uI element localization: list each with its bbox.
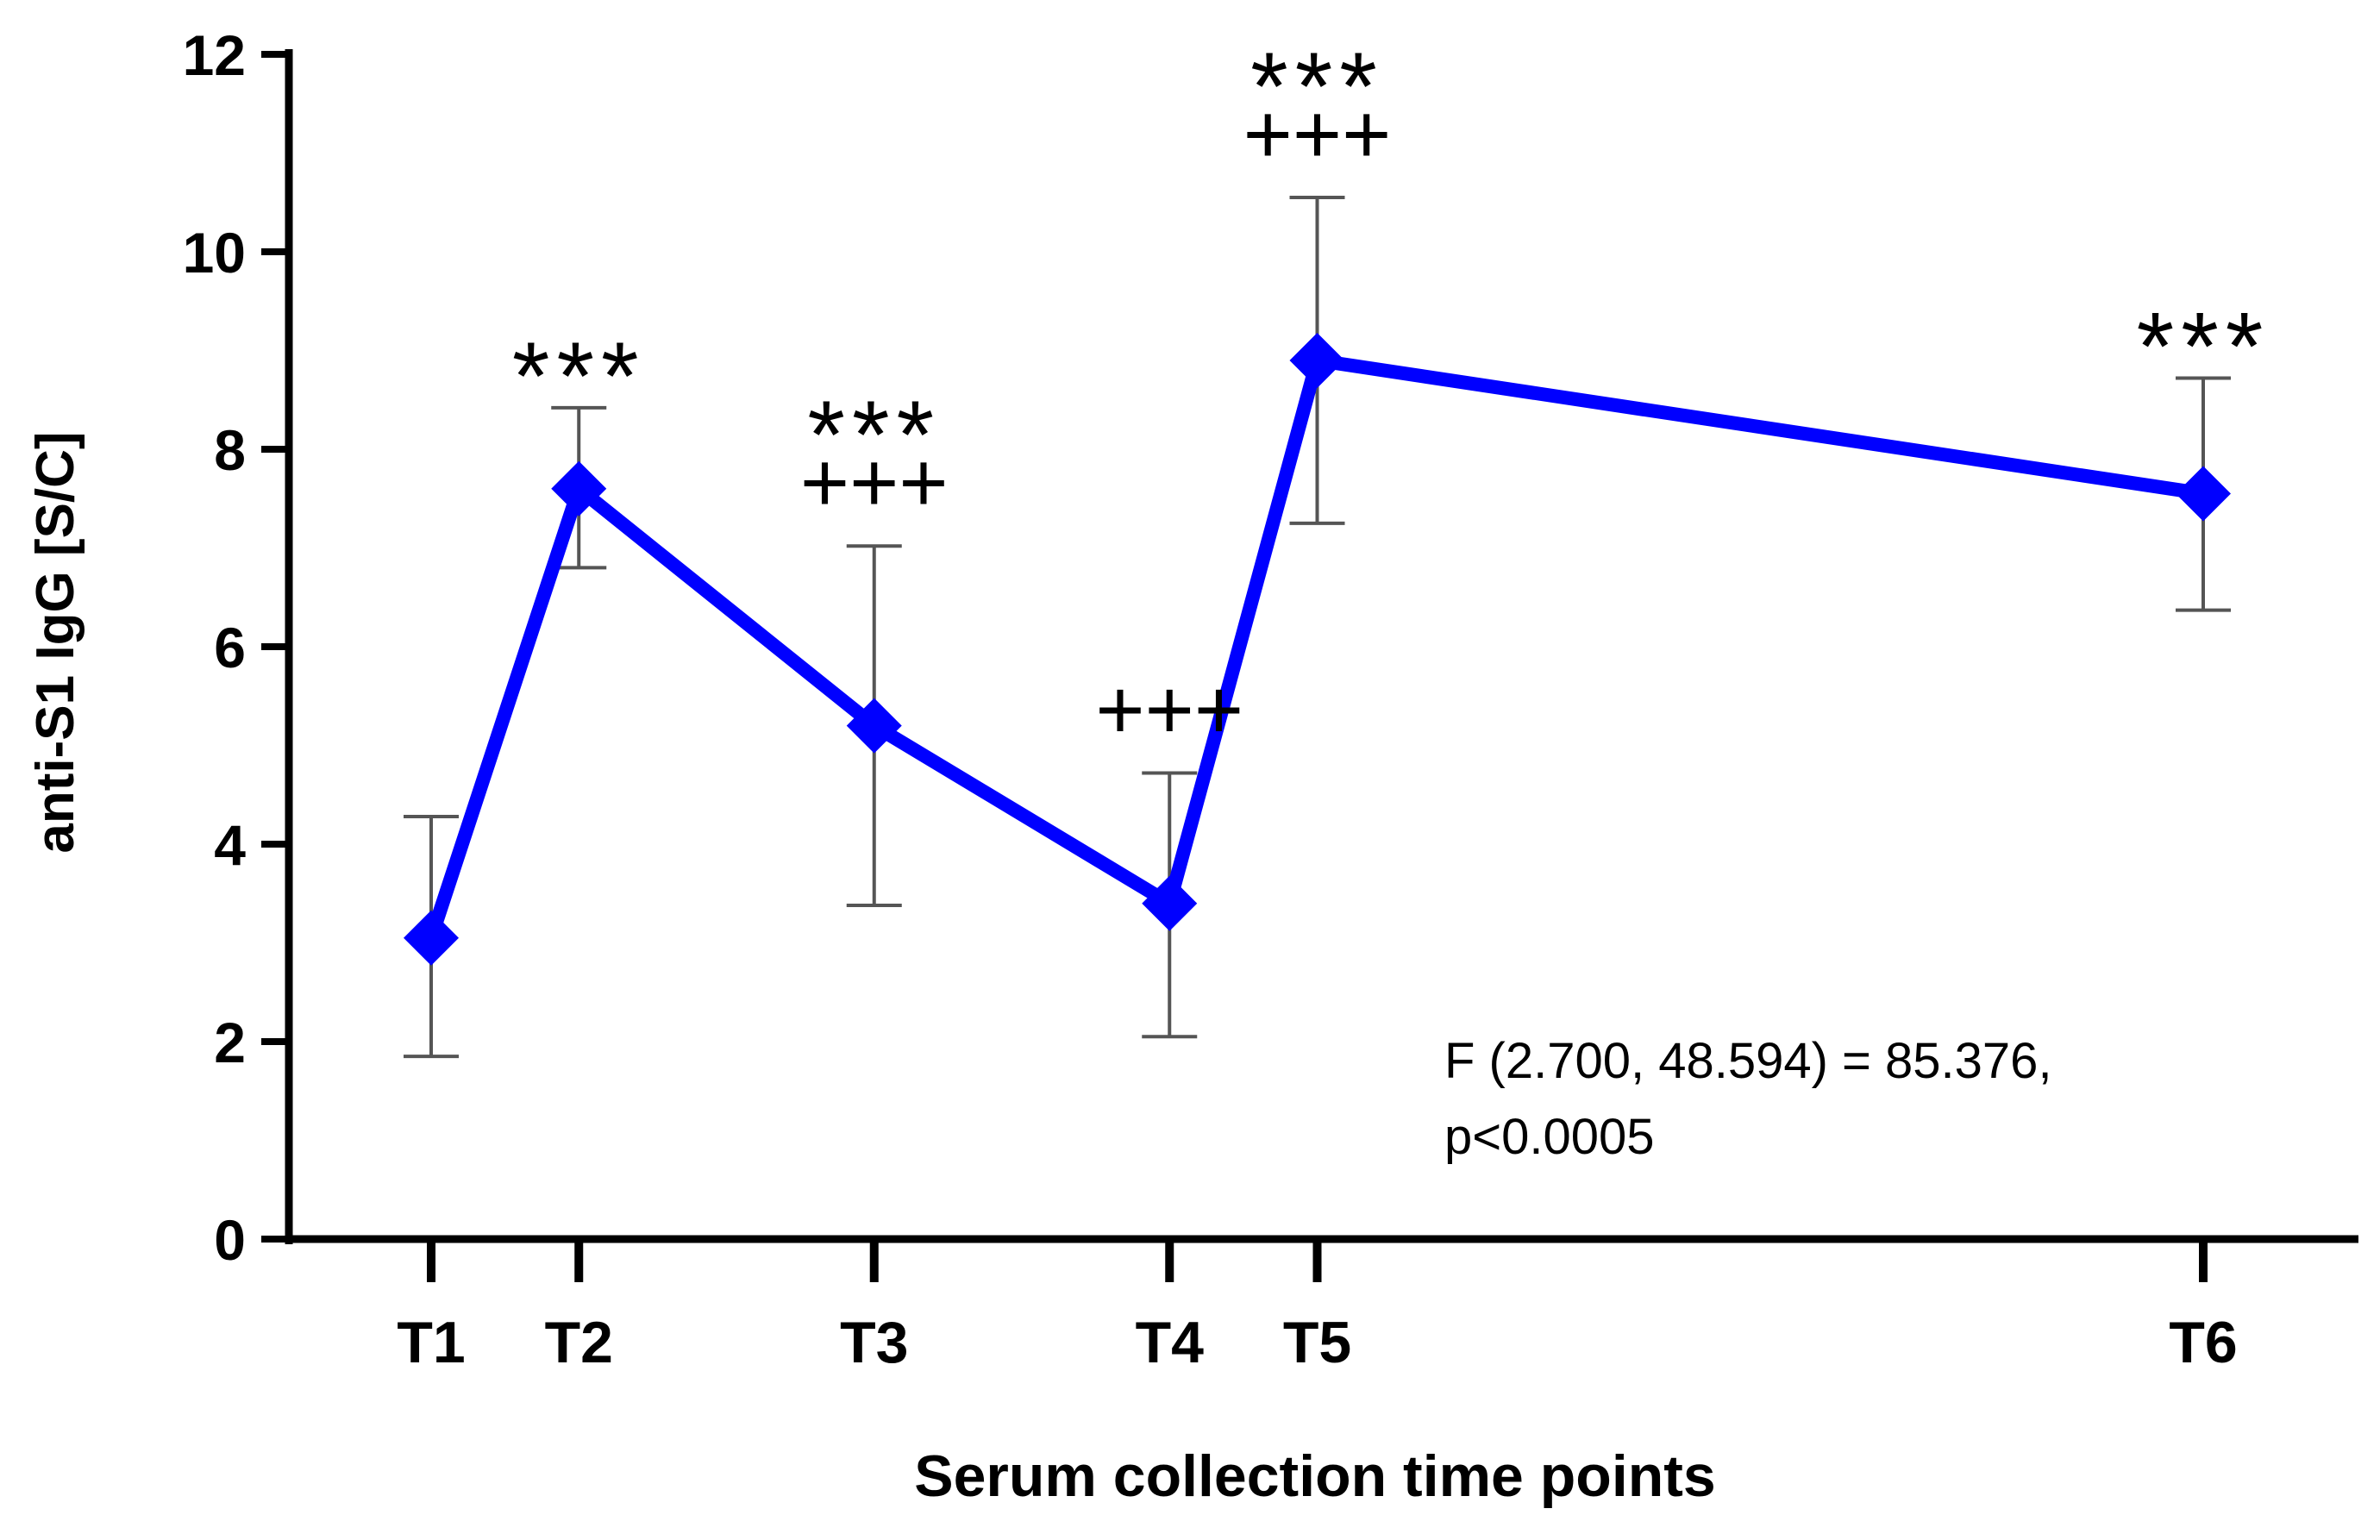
y-axis-title: anti-S1 IgG [S/C] (26, 431, 85, 853)
markers (404, 332, 2231, 966)
x-tick-label-T5: T5 (1283, 1310, 1351, 1375)
y-tick-label-12: 12 (183, 23, 246, 87)
point-T1 (404, 910, 459, 966)
y-tick-label-6: 6 (214, 616, 246, 679)
annotation-T5-1: +++ (1243, 86, 1392, 181)
y-tick-label-10: 10 (183, 221, 246, 285)
point-T4 (1142, 875, 1198, 931)
y-tick-label-2: 2 (214, 1011, 246, 1074)
point-T2 (551, 460, 607, 516)
y-tick-label-8: 8 (214, 418, 246, 482)
x-tick-label-T3: T3 (840, 1310, 908, 1375)
axes: 0 2 4 6 8 10 12 T1 T2 T3 T4 T5 T6 (183, 23, 2358, 1375)
annotation-T4-0: +++ (1095, 662, 1243, 757)
annotation-T2-0: *** (512, 322, 646, 430)
annotation-T6-0: *** (2137, 293, 2270, 401)
point-T3 (846, 698, 902, 754)
series-line (424, 353, 2210, 945)
x-tick-label-T2: T2 (545, 1310, 613, 1375)
y-tick-label-4: 4 (214, 813, 246, 877)
x-tick-label-T4: T4 (1136, 1310, 1205, 1375)
stat-text: F (2.700, 48.594) = 85.376, p<0.0005 (1444, 1033, 2052, 1165)
stat-text-line-1: F (2.700, 48.594) = 85.376, (1444, 1033, 2052, 1089)
x-axis-title: Serum collection time points (914, 1443, 1716, 1509)
error-bars (404, 196, 2231, 1059)
series-line-group (424, 353, 2210, 945)
y-tick-label-0: 0 (214, 1208, 246, 1272)
significance-annotations: ***+++***++++++****** (512, 33, 2270, 757)
annotation-T3-0: *** (807, 381, 941, 489)
stat-text-line-2: p<0.0005 (1444, 1109, 1655, 1165)
annotation-T3-1: +++ (800, 435, 949, 529)
x-tick-label-T6: T6 (2169, 1310, 2237, 1375)
point-T6 (2176, 466, 2231, 522)
annotation-T5-0: *** (1250, 33, 1384, 141)
point-T5 (1289, 332, 1345, 388)
x-tick-label-T1: T1 (397, 1310, 465, 1375)
